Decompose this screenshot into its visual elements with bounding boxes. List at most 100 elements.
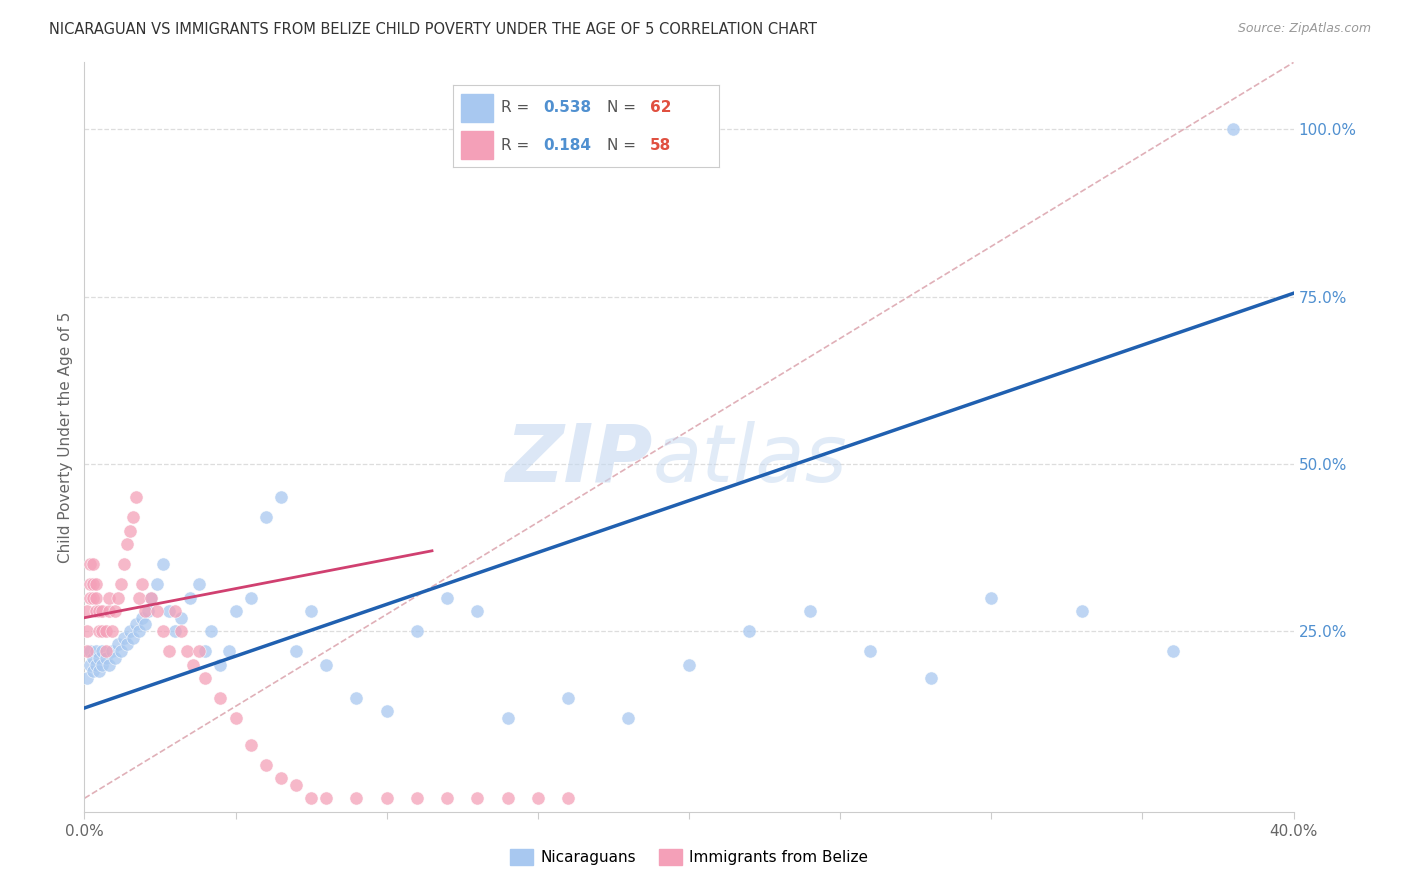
Point bbox=[86, 644, 108, 658]
Point bbox=[285, 778, 308, 792]
Y-axis label: Child Poverty Under the Age of 5: Child Poverty Under the Age of 5 bbox=[58, 311, 73, 563]
Point bbox=[76, 671, 98, 685]
Point bbox=[194, 671, 217, 685]
Point bbox=[79, 644, 101, 658]
Point bbox=[176, 644, 198, 658]
Point bbox=[118, 524, 141, 538]
Point bbox=[557, 691, 579, 706]
Text: Source: ZipAtlas.com: Source: ZipAtlas.com bbox=[1237, 22, 1371, 36]
Point bbox=[165, 604, 187, 618]
Point bbox=[467, 791, 489, 805]
Point bbox=[181, 657, 204, 672]
Point bbox=[239, 738, 262, 752]
Point bbox=[1161, 644, 1184, 658]
Point bbox=[82, 591, 104, 605]
Point bbox=[97, 657, 120, 672]
Point bbox=[121, 510, 143, 524]
Point bbox=[128, 624, 150, 639]
Point bbox=[107, 591, 129, 605]
Point bbox=[1071, 604, 1094, 618]
Point bbox=[209, 691, 232, 706]
Point bbox=[82, 651, 104, 665]
Point bbox=[254, 758, 277, 772]
Point bbox=[375, 791, 398, 805]
Point bbox=[225, 604, 247, 618]
Point bbox=[134, 604, 156, 618]
Point bbox=[146, 604, 169, 618]
Point bbox=[136, 604, 159, 618]
Point bbox=[375, 705, 398, 719]
Point bbox=[89, 604, 111, 618]
Point bbox=[315, 657, 337, 672]
Point bbox=[115, 637, 138, 651]
Point bbox=[94, 651, 117, 665]
Point bbox=[139, 591, 162, 605]
Point bbox=[270, 491, 292, 505]
Point bbox=[170, 611, 193, 625]
Point bbox=[188, 644, 211, 658]
Point bbox=[134, 617, 156, 632]
Point bbox=[131, 611, 153, 625]
Point bbox=[209, 657, 232, 672]
Point bbox=[82, 577, 104, 591]
Point bbox=[86, 577, 108, 591]
Point bbox=[128, 591, 150, 605]
Point bbox=[218, 644, 240, 658]
Point bbox=[104, 651, 127, 665]
Point bbox=[94, 624, 117, 639]
Point bbox=[299, 791, 322, 805]
Point bbox=[79, 577, 101, 591]
Point bbox=[170, 624, 193, 639]
Point bbox=[406, 624, 429, 639]
Point bbox=[152, 557, 174, 572]
Point bbox=[125, 617, 148, 632]
Point bbox=[980, 591, 1002, 605]
Point bbox=[121, 631, 143, 645]
Point bbox=[346, 691, 368, 706]
Point bbox=[76, 644, 98, 658]
Point bbox=[436, 591, 458, 605]
Point bbox=[152, 624, 174, 639]
Point bbox=[738, 624, 761, 639]
Point bbox=[194, 644, 217, 658]
Point bbox=[110, 577, 132, 591]
Point bbox=[157, 644, 180, 658]
Point bbox=[617, 711, 640, 725]
Point bbox=[79, 591, 101, 605]
Point bbox=[859, 644, 882, 658]
Point bbox=[97, 604, 120, 618]
Point bbox=[139, 591, 162, 605]
Point bbox=[76, 624, 98, 639]
Point bbox=[678, 657, 700, 672]
Point bbox=[110, 644, 132, 658]
Point bbox=[799, 604, 821, 618]
Point bbox=[496, 791, 519, 805]
Point bbox=[200, 624, 222, 639]
Point bbox=[225, 711, 247, 725]
Point bbox=[82, 664, 104, 679]
Point bbox=[91, 644, 114, 658]
Legend: Nicaraguans, Immigrants from Belize: Nicaraguans, Immigrants from Belize bbox=[503, 843, 875, 871]
Point bbox=[112, 557, 135, 572]
Point bbox=[91, 624, 114, 639]
Point bbox=[496, 711, 519, 725]
Point bbox=[285, 644, 308, 658]
Point bbox=[89, 651, 111, 665]
Point bbox=[1222, 122, 1244, 136]
Text: NICARAGUAN VS IMMIGRANTS FROM BELIZE CHILD POVERTY UNDER THE AGE OF 5 CORRELATIO: NICARAGUAN VS IMMIGRANTS FROM BELIZE CHI… bbox=[49, 22, 817, 37]
Point bbox=[76, 604, 98, 618]
Point bbox=[254, 510, 277, 524]
Point bbox=[299, 604, 322, 618]
Point bbox=[346, 791, 368, 805]
Point bbox=[94, 644, 117, 658]
Point bbox=[527, 791, 550, 805]
Point bbox=[920, 671, 942, 685]
Point bbox=[239, 591, 262, 605]
Point bbox=[89, 664, 111, 679]
Point bbox=[91, 657, 114, 672]
Point bbox=[97, 591, 120, 605]
Text: ZIP: ZIP bbox=[505, 420, 652, 499]
Point bbox=[107, 637, 129, 651]
Point bbox=[188, 577, 211, 591]
Point bbox=[86, 657, 108, 672]
